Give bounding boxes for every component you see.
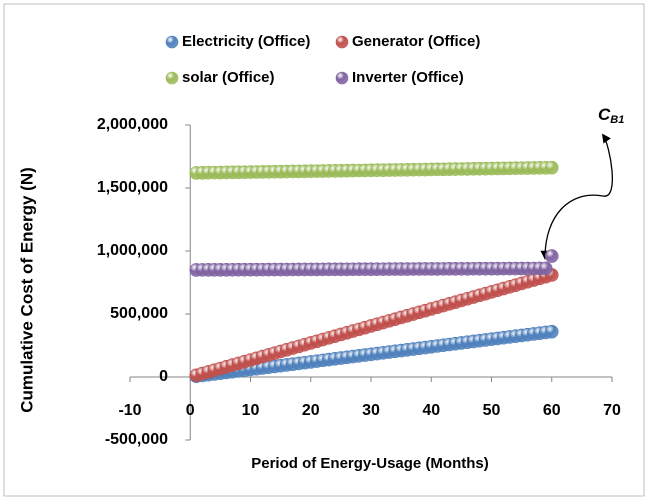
data-point: [544, 324, 559, 339]
y-tick-label: -500,000: [105, 431, 168, 448]
x-axis-label: Period of Energy-Usage (Months): [251, 455, 489, 472]
legend-marker: [335, 71, 349, 85]
annotation: CB1: [598, 105, 624, 125]
data-point: [544, 160, 559, 175]
x-tick-label: 20: [302, 402, 320, 419]
x-tick-label: 10: [242, 402, 260, 419]
annotation-arrow: [540, 194, 604, 260]
y-tick-label: 2,000,000: [97, 116, 168, 133]
y-tick-label: 500,000: [110, 305, 168, 322]
x-tick-label: 0: [186, 402, 195, 419]
y-tick-label: 1,500,000: [97, 179, 168, 196]
annotation-subscript: B1: [610, 114, 624, 126]
x-tick-label: -10: [118, 402, 141, 419]
x-tick-label: 40: [422, 402, 440, 419]
y-tick-label: 0: [159, 368, 168, 385]
chart-frame: [3, 3, 645, 497]
annotation-arrow: [601, 133, 614, 197]
legend-marker: [165, 71, 179, 85]
annotation-text: C: [598, 105, 611, 124]
y-axis-label: Cumulative Cost of Energy (N): [17, 167, 36, 413]
data-point: [538, 261, 553, 276]
legend-marker: [335, 35, 349, 49]
legend-label: solar (Office): [182, 69, 275, 86]
x-tick-label: 50: [483, 402, 501, 419]
data-point: [544, 249, 559, 263]
legend-marker: [165, 35, 179, 49]
legend-label: Inverter (Office): [352, 69, 464, 86]
x-tick-label: 60: [543, 402, 561, 419]
x-tick-label: 70: [603, 402, 621, 419]
x-tick-label: 30: [362, 402, 380, 419]
legend-label: Electricity (Office): [182, 33, 310, 50]
y-tick-label: 1,000,000: [97, 242, 168, 259]
legend-label: Generator (Office): [352, 33, 480, 50]
